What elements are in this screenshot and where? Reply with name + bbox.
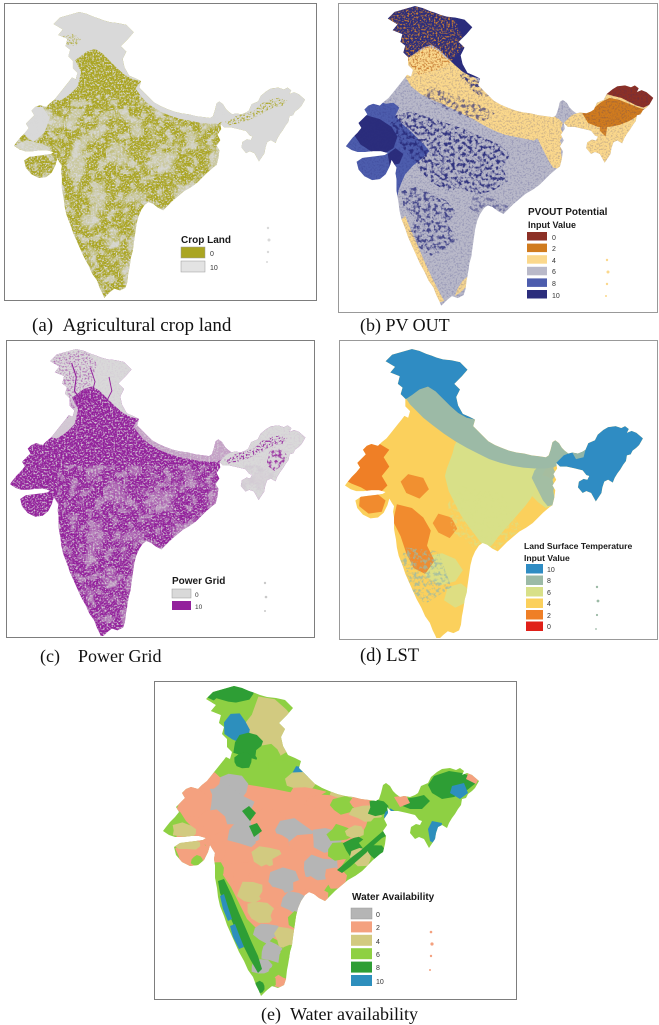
svg-text:10: 10 xyxy=(195,604,203,611)
svg-text:10: 10 xyxy=(547,567,555,574)
svg-text:0: 0 xyxy=(210,251,214,258)
svg-text:8: 8 xyxy=(376,965,380,972)
svg-text:6: 6 xyxy=(552,269,556,276)
svg-text:Water Availability: Water Availability xyxy=(352,892,435,903)
svg-text:4: 4 xyxy=(547,601,551,608)
svg-text:10: 10 xyxy=(210,265,218,272)
svg-text:2: 2 xyxy=(547,613,551,620)
svg-text:0: 0 xyxy=(376,912,380,919)
svg-text:0: 0 xyxy=(195,592,199,599)
svg-text:4: 4 xyxy=(552,258,556,265)
svg-text:Input Value: Input Value xyxy=(524,553,570,563)
svg-text:2: 2 xyxy=(376,925,380,932)
svg-text:10: 10 xyxy=(552,293,560,300)
svg-text:6: 6 xyxy=(547,590,551,597)
svg-text:4: 4 xyxy=(376,939,380,946)
svg-text:8: 8 xyxy=(552,281,556,288)
svg-text:0: 0 xyxy=(547,624,551,631)
svg-text:10: 10 xyxy=(376,979,384,986)
svg-text:2: 2 xyxy=(552,246,556,253)
svg-text:PVOUT Potential: PVOUT Potential xyxy=(528,207,608,218)
svg-text:Power Grid: Power Grid xyxy=(172,576,225,587)
svg-text:6: 6 xyxy=(376,952,380,959)
svg-text:Crop Land: Crop Land xyxy=(181,235,231,246)
svg-text:0: 0 xyxy=(552,235,556,242)
svg-text:8: 8 xyxy=(547,578,551,585)
svg-text:Input Value: Input Value xyxy=(528,220,576,230)
svg-text:Land Surface Temperature: Land Surface Temperature xyxy=(524,541,632,551)
